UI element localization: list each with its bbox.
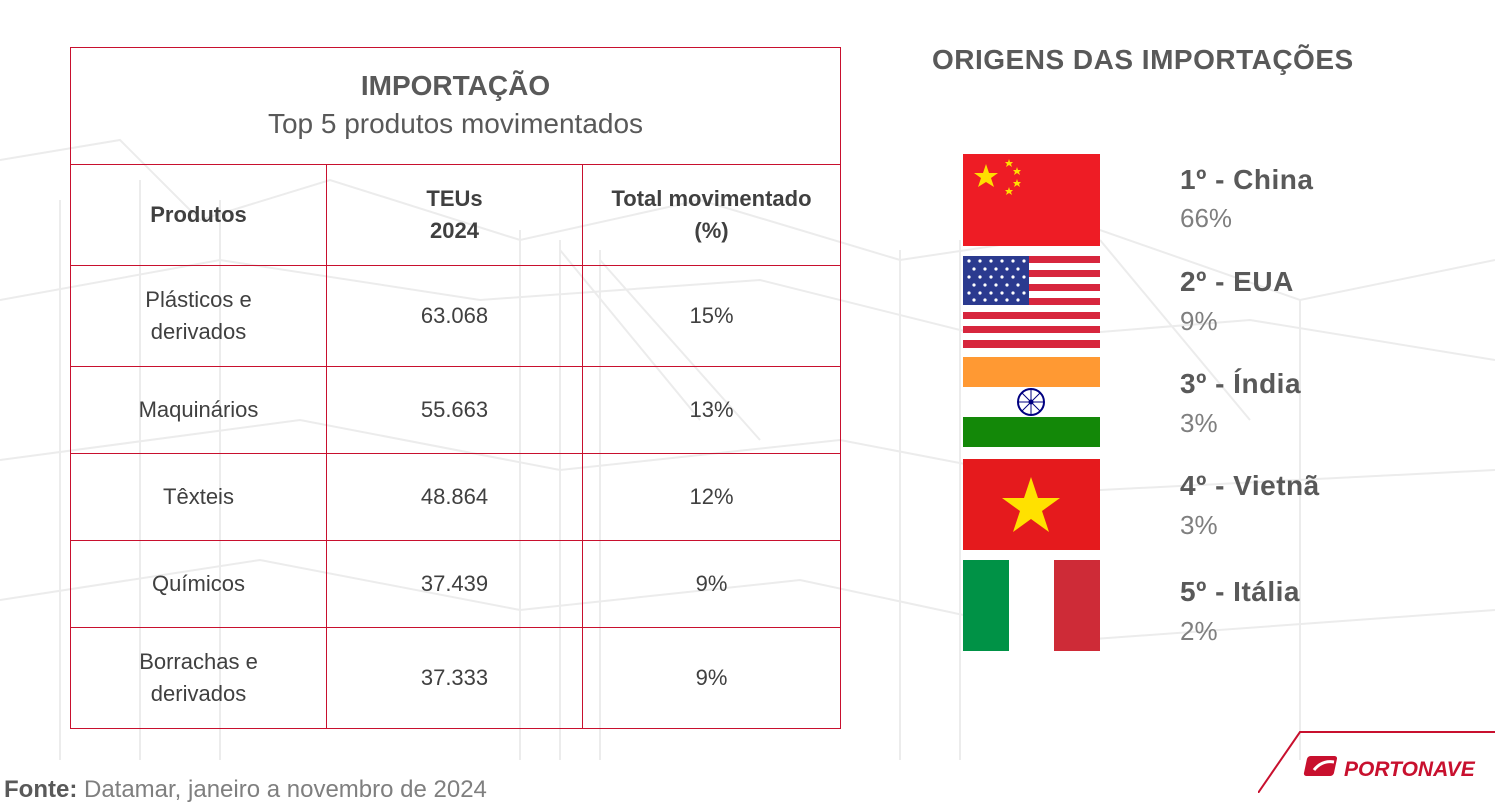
cell-total: 12% bbox=[582, 453, 841, 541]
table-row: Maquinários 55.663 13% bbox=[70, 366, 841, 454]
origin-rank: 1º - China bbox=[1180, 164, 1314, 195]
table-row: Plásticos e derivados 63.068 15% bbox=[70, 265, 841, 367]
cell-teus: 63.068 bbox=[326, 265, 583, 367]
usa-flag-icon bbox=[963, 256, 1100, 348]
cell-teus: 48.864 bbox=[326, 453, 583, 541]
table-title-cell: IMPORTAÇÃO Top 5 produtos movimentados bbox=[70, 47, 841, 165]
cell-teus: 55.663 bbox=[326, 366, 583, 454]
source-text: Datamar, janeiro a novembro de 2024 bbox=[77, 776, 487, 803]
table-header-row: Produtos TEUs 2024 Total movimentado (%) bbox=[70, 164, 841, 266]
origin-pct: 9% bbox=[1180, 306, 1218, 336]
cell-product: Têxteis bbox=[70, 453, 327, 541]
cell-total: 15% bbox=[582, 265, 841, 367]
cell-teus: 37.439 bbox=[326, 540, 583, 628]
header-products: Produtos bbox=[70, 164, 327, 266]
origin-pct: 2% bbox=[1180, 616, 1218, 646]
import-products-table-container: IMPORTAÇÃO Top 5 produtos movimentados P… bbox=[70, 47, 841, 729]
portonave-logo: PORTONAVE bbox=[1258, 731, 1495, 793]
cell-product: Plásticos e derivados bbox=[70, 265, 327, 367]
origins-title: ORIGENS DAS IMPORTAÇÕES bbox=[932, 44, 1354, 75]
cell-total: 9% bbox=[582, 540, 841, 628]
china-flag-icon bbox=[963, 154, 1100, 246]
table-row: Borrachas e derivados 37.333 9% bbox=[70, 627, 841, 729]
origin-pct: 66% bbox=[1180, 203, 1233, 233]
cell-teus: 37.333 bbox=[326, 627, 583, 729]
table-row: Têxteis 48.864 12% bbox=[70, 453, 841, 541]
table-title: IMPORTAÇÃO bbox=[360, 70, 551, 101]
cell-total: 9% bbox=[582, 627, 841, 729]
cell-product: Maquinários bbox=[70, 366, 327, 454]
origin-pct: 3% bbox=[1180, 510, 1218, 540]
italy-flag-icon bbox=[963, 560, 1100, 651]
source-label: Fonte: bbox=[4, 776, 78, 803]
origin-pct: 3% bbox=[1180, 408, 1218, 438]
india-flag-icon bbox=[963, 357, 1100, 447]
table-subtitle: Top 5 produtos movimentados bbox=[267, 108, 644, 139]
cell-total: 13% bbox=[582, 366, 841, 454]
import-products-table: IMPORTAÇÃO Top 5 produtos movimentados P… bbox=[70, 47, 841, 729]
source-note: Fonte: Datamar, janeiro a novembro de 20… bbox=[4, 776, 487, 804]
origin-rank: 4º - Vietnã bbox=[1180, 470, 1320, 501]
cell-product: Borrachas e derivados bbox=[70, 627, 327, 729]
origin-rank: 3º - Índia bbox=[1180, 368, 1302, 399]
table-row: Químicos 37.439 9% bbox=[70, 540, 841, 628]
logo-text: PORTONAVE bbox=[1344, 758, 1476, 781]
origin-rank: 2º - EUA bbox=[1180, 266, 1294, 297]
header-teus: TEUs 2024 bbox=[326, 164, 583, 266]
origin-rank: 5º - Itália bbox=[1180, 576, 1300, 607]
cell-product: Químicos bbox=[70, 540, 327, 628]
vietnam-flag-icon bbox=[963, 459, 1100, 550]
header-total: Total movimentado (%) bbox=[582, 164, 841, 266]
